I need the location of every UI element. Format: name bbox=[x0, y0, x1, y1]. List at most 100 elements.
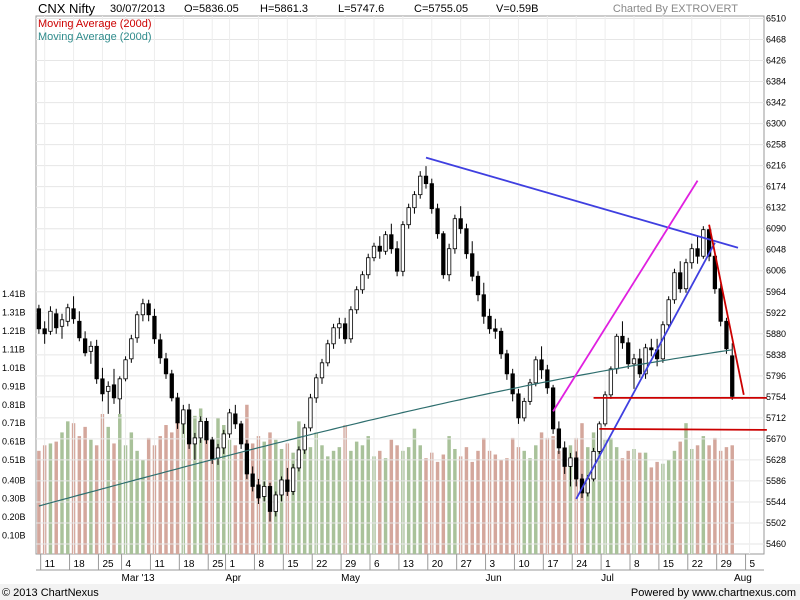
candle-body bbox=[574, 457, 579, 480]
candle-body bbox=[602, 394, 608, 425]
candle-body bbox=[695, 248, 700, 257]
volume-bar bbox=[418, 445, 422, 554]
date-axis: 11 18 25 4 11 18 25 1 8 15 22 29 6 13 20 27 3 10 17 24 1 8 15 2… bbox=[40, 554, 756, 584]
candle-body bbox=[470, 253, 475, 277]
volume-bar bbox=[187, 423, 191, 554]
candle-body bbox=[649, 347, 654, 351]
candle-body bbox=[100, 378, 105, 395]
candle-body bbox=[568, 457, 573, 467]
day-tick-label: 17 bbox=[547, 559, 559, 570]
volume-tick-label: 1.31B bbox=[2, 308, 26, 318]
volume-bar bbox=[112, 443, 116, 554]
volume-bar bbox=[701, 436, 706, 554]
candle-body bbox=[42, 328, 47, 335]
volume-bar bbox=[106, 426, 110, 554]
volume-bar bbox=[620, 458, 625, 554]
volume-bar bbox=[713, 437, 717, 554]
candle-body bbox=[285, 479, 290, 492]
price-tick-label: 5964 bbox=[766, 287, 786, 297]
volume-bar bbox=[66, 421, 70, 554]
volume-bar bbox=[447, 436, 451, 554]
candle-body bbox=[94, 345, 99, 380]
candle-body bbox=[556, 428, 562, 449]
volume-bar bbox=[326, 456, 330, 554]
candle-body bbox=[342, 323, 348, 340]
volume-bar bbox=[216, 417, 220, 554]
volume-bar bbox=[482, 437, 486, 554]
footer-band bbox=[0, 584, 800, 600]
day-tick-label: 1 bbox=[230, 559, 236, 570]
candle-body bbox=[48, 310, 53, 332]
month-tick-label: May bbox=[341, 573, 360, 584]
candle-body bbox=[487, 315, 492, 330]
month-tick-label: Apr bbox=[226, 573, 242, 584]
candle-body bbox=[175, 397, 180, 424]
price-tick-label: 5460 bbox=[766, 539, 786, 549]
price-tick-label: 6216 bbox=[766, 161, 786, 171]
candle-body bbox=[637, 358, 642, 375]
volume-tick-label: 0.71B bbox=[2, 418, 26, 428]
candle-body bbox=[441, 233, 446, 276]
candle-body bbox=[65, 307, 70, 322]
volume-bar bbox=[499, 460, 503, 554]
volume-tick-label: 0.91B bbox=[2, 381, 26, 391]
candle-body bbox=[562, 447, 567, 467]
candle-body bbox=[533, 359, 538, 384]
candle-body bbox=[314, 377, 319, 399]
legend-label-1: Moving Average (200d) bbox=[38, 18, 152, 30]
candle-body bbox=[597, 423, 602, 452]
volume-bar bbox=[308, 447, 313, 554]
candle-body bbox=[169, 373, 174, 399]
volume-tick-label: 0.30B bbox=[2, 494, 26, 504]
volume-bar bbox=[193, 415, 197, 554]
volume-bar bbox=[233, 445, 238, 554]
volume-tick-label: 1.41B bbox=[2, 289, 26, 299]
candle-body bbox=[233, 413, 238, 425]
day-tick-label: 15 bbox=[287, 559, 299, 570]
volume-bar bbox=[568, 445, 573, 554]
price-tick-label: 5670 bbox=[766, 434, 786, 444]
candle-body bbox=[117, 378, 122, 400]
candle-body bbox=[672, 272, 677, 301]
volume-bar bbox=[245, 404, 249, 554]
powered-by-label: Powered by www.chartnexus.com bbox=[630, 587, 796, 599]
candle-body bbox=[718, 288, 723, 322]
volume-bar bbox=[383, 458, 388, 554]
volume-bar bbox=[638, 452, 642, 554]
high-value: H=5861.3 bbox=[260, 3, 309, 15]
candle-body bbox=[296, 449, 302, 469]
day-tick-label: 18 bbox=[74, 559, 86, 570]
volume-tick-label: 0.61B bbox=[2, 437, 26, 447]
candle-body bbox=[678, 272, 683, 290]
plot-border bbox=[35, 15, 765, 555]
candle-body bbox=[366, 257, 371, 276]
candle-body bbox=[244, 443, 250, 475]
volume-bar bbox=[591, 432, 596, 554]
volume-bar bbox=[170, 432, 174, 554]
candle-body bbox=[360, 274, 365, 291]
price-tick-label: 5880 bbox=[766, 329, 786, 339]
candle-body bbox=[279, 479, 284, 496]
candle-body bbox=[267, 486, 273, 512]
candle-body bbox=[412, 194, 417, 209]
volume-tick-label: 0.81B bbox=[2, 400, 26, 410]
candle-body bbox=[273, 494, 278, 512]
candle-body bbox=[539, 359, 544, 371]
trend-lines bbox=[425, 156, 767, 500]
candle-body bbox=[204, 420, 209, 441]
month-tick-label: Jul bbox=[601, 573, 614, 584]
candle-body bbox=[510, 373, 515, 395]
volume-bar bbox=[505, 458, 509, 554]
volume-bar bbox=[730, 445, 734, 554]
volume-tick-label: 0.10B bbox=[2, 531, 26, 541]
candle-body bbox=[406, 207, 411, 226]
candle-body bbox=[331, 327, 336, 345]
candle-body bbox=[198, 420, 203, 439]
price-tick-label: 6384 bbox=[766, 77, 786, 87]
day-tick-label: 22 bbox=[692, 559, 704, 570]
candle-body bbox=[371, 245, 377, 259]
candle-body bbox=[186, 409, 192, 445]
candle-body bbox=[71, 308, 76, 320]
ma-200d-line bbox=[38, 349, 733, 507]
candle-body bbox=[522, 400, 527, 419]
